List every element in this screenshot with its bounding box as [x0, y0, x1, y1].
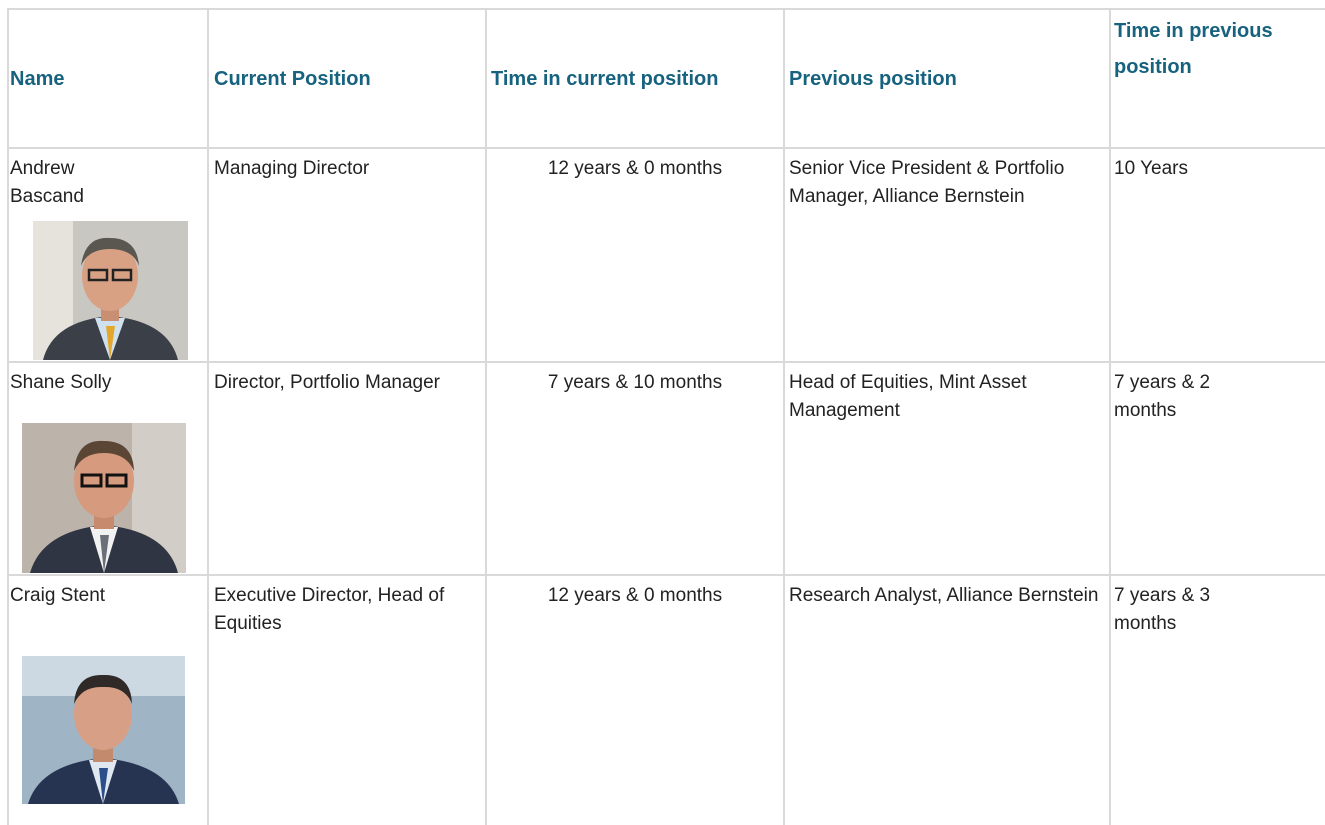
border [1109, 8, 1111, 825]
cell: 7 years & 10 months [547, 372, 723, 393]
border [7, 8, 9, 825]
header-cell: Current Position [214, 68, 371, 90]
cell: Director, Portfolio Manager [214, 372, 440, 393]
cell: Managing Director [214, 158, 370, 179]
border [8, 147, 1325, 149]
border [207, 8, 209, 825]
name-cell: Shane Solly [10, 372, 112, 393]
cell: Senior Vice President & Portfolio Manage… [789, 158, 1065, 207]
border [783, 8, 785, 825]
border [8, 574, 1325, 576]
cell: 10 Years [1114, 158, 1188, 179]
cell: 7 years & 3 months [1114, 585, 1211, 634]
portrait [22, 656, 185, 804]
cell: 12 years & 0 months [547, 585, 723, 606]
cell: 12 years & 0 months [547, 158, 723, 179]
header-cell: Previous position [789, 68, 957, 90]
border [485, 8, 487, 825]
portrait [22, 423, 186, 573]
cell: 7 years & 2 months [1114, 372, 1211, 421]
cell: Executive Director, Head of Equities [214, 585, 445, 634]
name-cell: Andrew Bascand [10, 158, 84, 207]
border [8, 361, 1325, 363]
header-cell: Time in previous position [1114, 20, 1273, 78]
header-cell: Time in current position [491, 68, 719, 90]
header-cell: Name [10, 68, 65, 90]
cell: Research Analyst, Alliance Bernstein [789, 585, 1099, 606]
portrait [33, 221, 188, 360]
name-cell: Craig Stent [10, 585, 106, 606]
cell: Head of Equities, Mint Asset Management [789, 372, 1027, 421]
border [8, 8, 1325, 10]
